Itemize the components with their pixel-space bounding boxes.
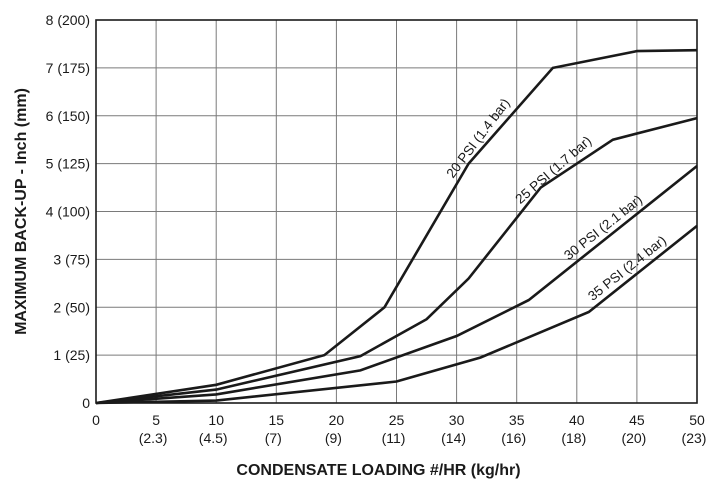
- series-line-2: [95, 116, 698, 405]
- y-axis-title: MAXIMUM BACK-UP - Inch (mm): [13, 88, 30, 335]
- series-line-4: [95, 224, 698, 405]
- x-tick-sublabel: (18): [561, 430, 586, 446]
- x-tick-label: 20: [329, 412, 345, 428]
- y-tick-label: 4 (100): [46, 204, 90, 220]
- x-tick-label: 45: [629, 412, 645, 428]
- grid: [96, 20, 697, 403]
- x-tick-label: 30: [449, 412, 465, 428]
- x-axis-title: CONDENSATE LOADING #/HR (kg/hr): [236, 462, 520, 479]
- x-tick-sublabel: (9): [325, 430, 342, 446]
- x-tick-sublabel: (7): [265, 430, 282, 446]
- series-label-4: 35 PSI (2.4 bar): [585, 233, 669, 304]
- series-line-3: [95, 164, 698, 405]
- x-tick-sublabel: (23): [682, 430, 707, 446]
- x-tick-sublabel: (20): [621, 430, 646, 446]
- y-tick-label: 8 (200): [46, 12, 90, 28]
- x-tick-label: 5: [152, 412, 160, 428]
- x-tick-sublabel: (16): [501, 430, 526, 446]
- x-tick-sublabel: (11): [382, 430, 406, 446]
- x-tick-label: 50: [689, 412, 705, 428]
- x-tick-label: 15: [269, 412, 285, 428]
- y-tick-label: 6 (150): [46, 108, 90, 124]
- y-tick-label: 7 (175): [46, 60, 90, 76]
- plot-frame: [95, 19, 698, 404]
- series-line-1: [95, 48, 698, 405]
- series-label-2: 25 PSI (1.7 bar): [512, 133, 594, 207]
- x-tick-label: 35: [509, 412, 525, 428]
- x-tick-sublabel: (2.3): [139, 430, 168, 446]
- y-tick-label: 3 (75): [53, 251, 90, 267]
- x-tick-label: 10: [208, 412, 224, 428]
- tick-labels: 0 5 (2.3) 10 (4.5) 15 (7) 20 (9) 25 (11) 30 (14) 35 (1…: [46, 12, 707, 446]
- y-tick-label: 0: [82, 395, 90, 411]
- x-tick-label: 25: [389, 412, 405, 428]
- y-tick-label: 1 (25): [53, 347, 90, 363]
- series-label-3: 30 PSI (2.1 bar): [561, 192, 645, 263]
- x-tick-sublabel: (14): [441, 430, 466, 446]
- y-tick-label: 2 (50): [53, 299, 90, 315]
- x-tick-label: 40: [569, 412, 585, 428]
- series-label-1: 20 PSI (1.4 bar): [443, 96, 512, 181]
- y-tick-label: 5 (125): [46, 156, 90, 172]
- series-lines: [95, 48, 698, 405]
- x-tick-label: 0: [92, 412, 100, 428]
- series-labels: 20 PSI (1.4 bar) 25 PSI (1.7 bar)30 PSI (…: [443, 96, 669, 304]
- x-tick-sublabel: (4.5): [199, 430, 228, 446]
